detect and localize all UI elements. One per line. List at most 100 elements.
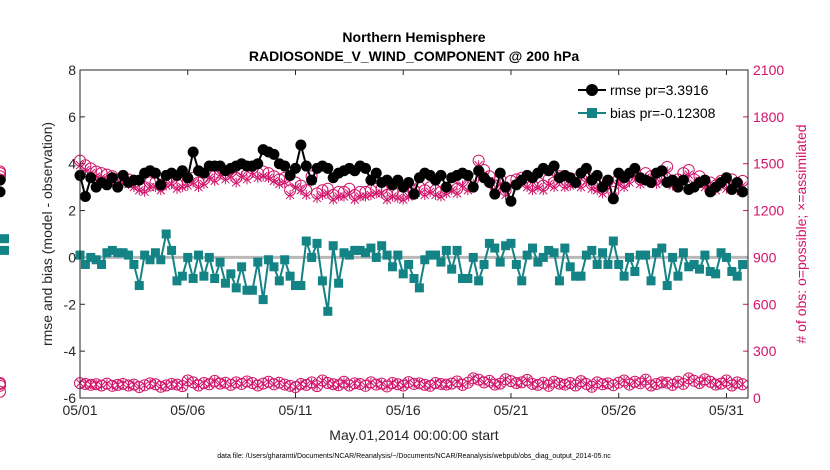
bias-point bbox=[312, 238, 322, 248]
y2-tick-label: 900 bbox=[753, 249, 777, 265]
bias-point bbox=[317, 276, 327, 286]
rmse-point bbox=[720, 172, 732, 184]
bias-point bbox=[420, 255, 430, 265]
y2-tick-label: 1200 bbox=[753, 203, 784, 219]
obs-assimilated-point bbox=[533, 182, 543, 193]
bias-point bbox=[129, 259, 139, 269]
y2-tick-label: 2100 bbox=[753, 62, 784, 78]
y2-tick-label: 300 bbox=[753, 343, 777, 359]
rmse-point bbox=[106, 172, 118, 184]
y2-tick-label: 1500 bbox=[753, 156, 784, 172]
bias-point bbox=[247, 285, 257, 295]
bias-point bbox=[80, 259, 90, 269]
bias-point bbox=[506, 238, 516, 248]
bias-point bbox=[592, 259, 602, 269]
bias-point bbox=[161, 229, 171, 239]
obs-assimilated-point bbox=[172, 183, 182, 194]
bias-point bbox=[328, 241, 338, 251]
bias-point bbox=[339, 248, 349, 258]
obs-bottom-circle bbox=[0, 385, 6, 398]
bias-point bbox=[210, 274, 220, 284]
rmse-point bbox=[435, 169, 447, 181]
y-tick-label: -6 bbox=[64, 390, 77, 406]
x-axis-label: May.01,2014 00:00:00 start bbox=[329, 427, 499, 443]
rmse-point bbox=[548, 160, 560, 172]
bias-point bbox=[123, 250, 133, 260]
obs-assimilated-point bbox=[431, 189, 440, 200]
obs-assimilated-point bbox=[134, 185, 144, 196]
bias-point bbox=[700, 250, 710, 260]
rmse-point bbox=[279, 160, 291, 172]
rmse-point bbox=[403, 176, 415, 188]
bias-point bbox=[113, 248, 123, 258]
obs-assimilated-point bbox=[210, 175, 220, 186]
obs-assimilated-point bbox=[285, 189, 295, 200]
y-tick-label: 0 bbox=[68, 249, 76, 265]
legend-rmse-label: rmse pr=3.3916 bbox=[610, 82, 709, 98]
bias-point bbox=[220, 278, 230, 288]
bias-point bbox=[528, 243, 538, 253]
obs-assimilated-point bbox=[366, 189, 376, 200]
bias-point bbox=[635, 250, 645, 260]
rmse-point bbox=[629, 162, 641, 174]
bias-point bbox=[662, 281, 672, 291]
bias-point bbox=[409, 274, 419, 284]
rmse-point bbox=[699, 174, 711, 186]
bias-point bbox=[673, 271, 683, 281]
bias-point bbox=[474, 276, 484, 286]
bias-point bbox=[215, 257, 225, 267]
obs-possible-point bbox=[0, 173, 6, 186]
obs-assimilated-point bbox=[178, 182, 187, 193]
rmse-point bbox=[489, 188, 501, 200]
obs-assimilated-point bbox=[339, 191, 349, 202]
obs-possible-point bbox=[0, 165, 6, 178]
rmse-point bbox=[300, 160, 312, 172]
bias-point bbox=[452, 245, 462, 255]
bias-point bbox=[544, 245, 554, 255]
legend-rmse-marker bbox=[586, 84, 598, 96]
rmse-point bbox=[0, 174, 6, 186]
rmse-point bbox=[570, 176, 582, 188]
bias-point bbox=[253, 257, 263, 267]
rmse-point bbox=[731, 176, 743, 188]
legend-box bbox=[573, 76, 743, 126]
bias-point bbox=[145, 255, 155, 265]
obs-assimilated-point bbox=[538, 185, 548, 196]
bias-point bbox=[571, 271, 581, 281]
legend-bias-label: bias pr=-0.12308 bbox=[610, 105, 716, 121]
obs-assimilated-point bbox=[194, 182, 203, 193]
bias-point bbox=[344, 250, 354, 260]
bias-point bbox=[738, 259, 748, 269]
bias-point bbox=[177, 271, 187, 281]
bias-point bbox=[150, 248, 160, 258]
bias-point bbox=[366, 243, 376, 253]
obs-assimilated-point bbox=[258, 171, 268, 182]
obs-assimilated-point bbox=[420, 189, 430, 200]
obs-assimilated-point bbox=[323, 188, 333, 199]
bias-point bbox=[0, 245, 9, 255]
obs-assimilated-point bbox=[425, 186, 435, 197]
bias-point bbox=[554, 276, 564, 286]
y-tick-label: 6 bbox=[68, 109, 76, 125]
bias-point bbox=[425, 250, 435, 260]
obs-assimilated-point bbox=[264, 172, 273, 183]
bias-point bbox=[285, 271, 295, 281]
bias-point bbox=[608, 236, 618, 246]
bias-line bbox=[79, 230, 744, 312]
obs-assimilated-point bbox=[199, 179, 209, 190]
bias-point bbox=[183, 252, 193, 262]
x-tick-label: 05/06 bbox=[170, 402, 205, 418]
bias-point bbox=[668, 252, 678, 262]
bias-point bbox=[377, 241, 387, 251]
bias-point bbox=[581, 250, 591, 260]
bias-point bbox=[334, 278, 344, 288]
rmse-point bbox=[607, 193, 619, 205]
rmse-point bbox=[149, 167, 161, 179]
rmse-point bbox=[85, 172, 97, 184]
bias-point bbox=[194, 250, 204, 260]
rmse-point bbox=[79, 191, 91, 203]
bias-point bbox=[619, 271, 629, 281]
bias-point bbox=[204, 252, 214, 262]
bias-point bbox=[614, 259, 624, 269]
